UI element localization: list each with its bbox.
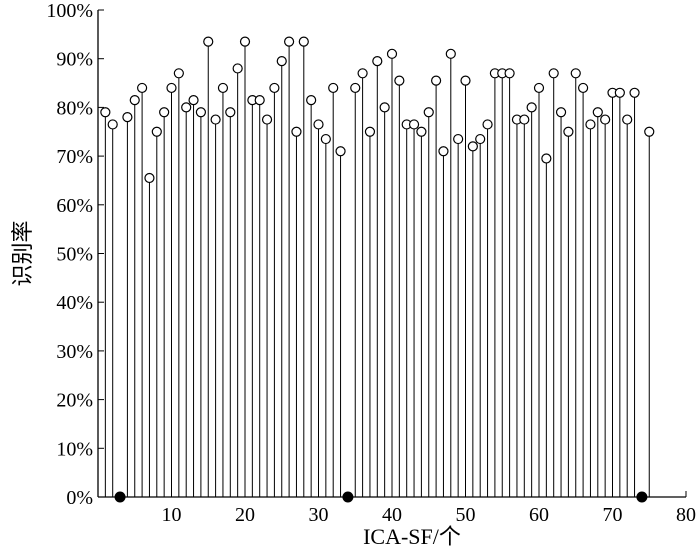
stem-marker: [585, 119, 596, 130]
stem-marker: [122, 112, 133, 123]
stem-marker: [306, 94, 317, 106]
y-tick-label: 80%: [56, 97, 93, 119]
stem-marker: [467, 141, 478, 152]
stem-marker: [504, 68, 515, 79]
stem-marker: [541, 153, 552, 164]
stem-marker: [225, 107, 236, 118]
x-tick-label: 70: [603, 504, 623, 526]
stem-marker: [217, 82, 229, 94]
y-tick-label: 30%: [56, 341, 93, 363]
stem-marker: [644, 126, 655, 137]
stem-marker: [416, 126, 427, 137]
stem-marker: [232, 63, 243, 74]
x-tick-label: 80: [676, 504, 696, 526]
stem-marker: [629, 87, 640, 98]
stem-marker: [313, 119, 324, 130]
stem-marker: [291, 126, 302, 137]
stem-marker: [533, 82, 545, 94]
stem-marker: [570, 68, 581, 79]
x-tick-label: 50: [456, 504, 476, 526]
stem-marker: [350, 82, 361, 94]
stem-marker: [592, 107, 603, 118]
stem-marker: [453, 133, 464, 145]
y-tick-label: 60%: [56, 195, 93, 217]
stem-marker: [269, 82, 280, 94]
stem-marker: [320, 133, 331, 145]
stem-marker: [195, 107, 206, 118]
stem-marker: [614, 87, 625, 98]
stem-marker: [438, 146, 449, 157]
stem-marker: [173, 68, 184, 79]
y-tick-label: 70%: [56, 146, 93, 168]
stem-marker: [210, 114, 221, 125]
y-tick-label: 100%: [46, 0, 93, 22]
y-tick-label: 0%: [66, 487, 93, 509]
y-tick-label: 90%: [56, 49, 93, 71]
stem-marker: [239, 36, 251, 47]
stem-marker: [408, 119, 420, 130]
stem-marker: [357, 68, 368, 79]
stem-marker: [181, 102, 192, 113]
stem-marker: [107, 119, 118, 130]
stem-marker: [475, 133, 486, 145]
stem-marker: [526, 102, 537, 113]
y-tick-label: 10%: [56, 438, 93, 460]
y-tick-label: 40%: [56, 292, 93, 314]
stem-marker: [159, 107, 170, 118]
axes-layer: 0% 10% 20% 30% 40% 50% 60% 70% 80% 90% 100% 10 20 30 4…: [46, 0, 696, 526]
stem-marker: [519, 114, 530, 125]
stem-marker: [386, 48, 398, 59]
x-tick-label: 20: [235, 504, 255, 526]
stem-marker: [445, 48, 456, 59]
stem-marker: [100, 107, 111, 118]
x-tick-label: 10: [162, 504, 182, 526]
stem-marker: [460, 75, 471, 86]
y-axis-title: 识别率: [11, 220, 36, 286]
stem-marker: [423, 107, 434, 118]
y-tick-label: 50%: [56, 244, 93, 266]
y-tick-label: 20%: [56, 390, 93, 412]
stem-marker: [203, 36, 214, 47]
stem-marker: [600, 114, 611, 125]
stem-marker: [431, 75, 442, 86]
stem-marker: [166, 82, 177, 94]
stem-marker: [328, 82, 339, 94]
stem-marker: [335, 146, 346, 157]
stem-marker: [144, 172, 155, 184]
x-tick-label: 60: [529, 504, 549, 526]
labels-layer: ICA-SF/个 识别率: [11, 220, 461, 549]
stem-marker: [188, 94, 199, 106]
stem-marker: [548, 68, 559, 79]
stem-marker: [261, 114, 273, 125]
stem-marker: [254, 94, 265, 106]
x-axis-title: ICA-SF/个: [363, 524, 461, 549]
stem-marker: [563, 126, 574, 137]
x-tick-label: 30: [309, 504, 329, 526]
stem-marker: [394, 75, 405, 86]
stem-marker: [276, 56, 287, 67]
stem-marker: [151, 126, 162, 137]
stem-marker: [372, 56, 383, 67]
stem-marker: [622, 114, 633, 125]
stem-marker: [555, 107, 567, 118]
stem-marker: [379, 102, 390, 113]
stem-marker: [129, 94, 140, 106]
stem-marker: [364, 126, 376, 137]
stem-marker: [137, 82, 148, 94]
stem-marker: [298, 36, 309, 47]
stem-marker: [284, 36, 295, 47]
stems-layer: [100, 36, 655, 503]
x-tick-label: 40: [382, 504, 402, 526]
stem-marker: [482, 119, 493, 130]
stem-marker: [577, 82, 589, 94]
